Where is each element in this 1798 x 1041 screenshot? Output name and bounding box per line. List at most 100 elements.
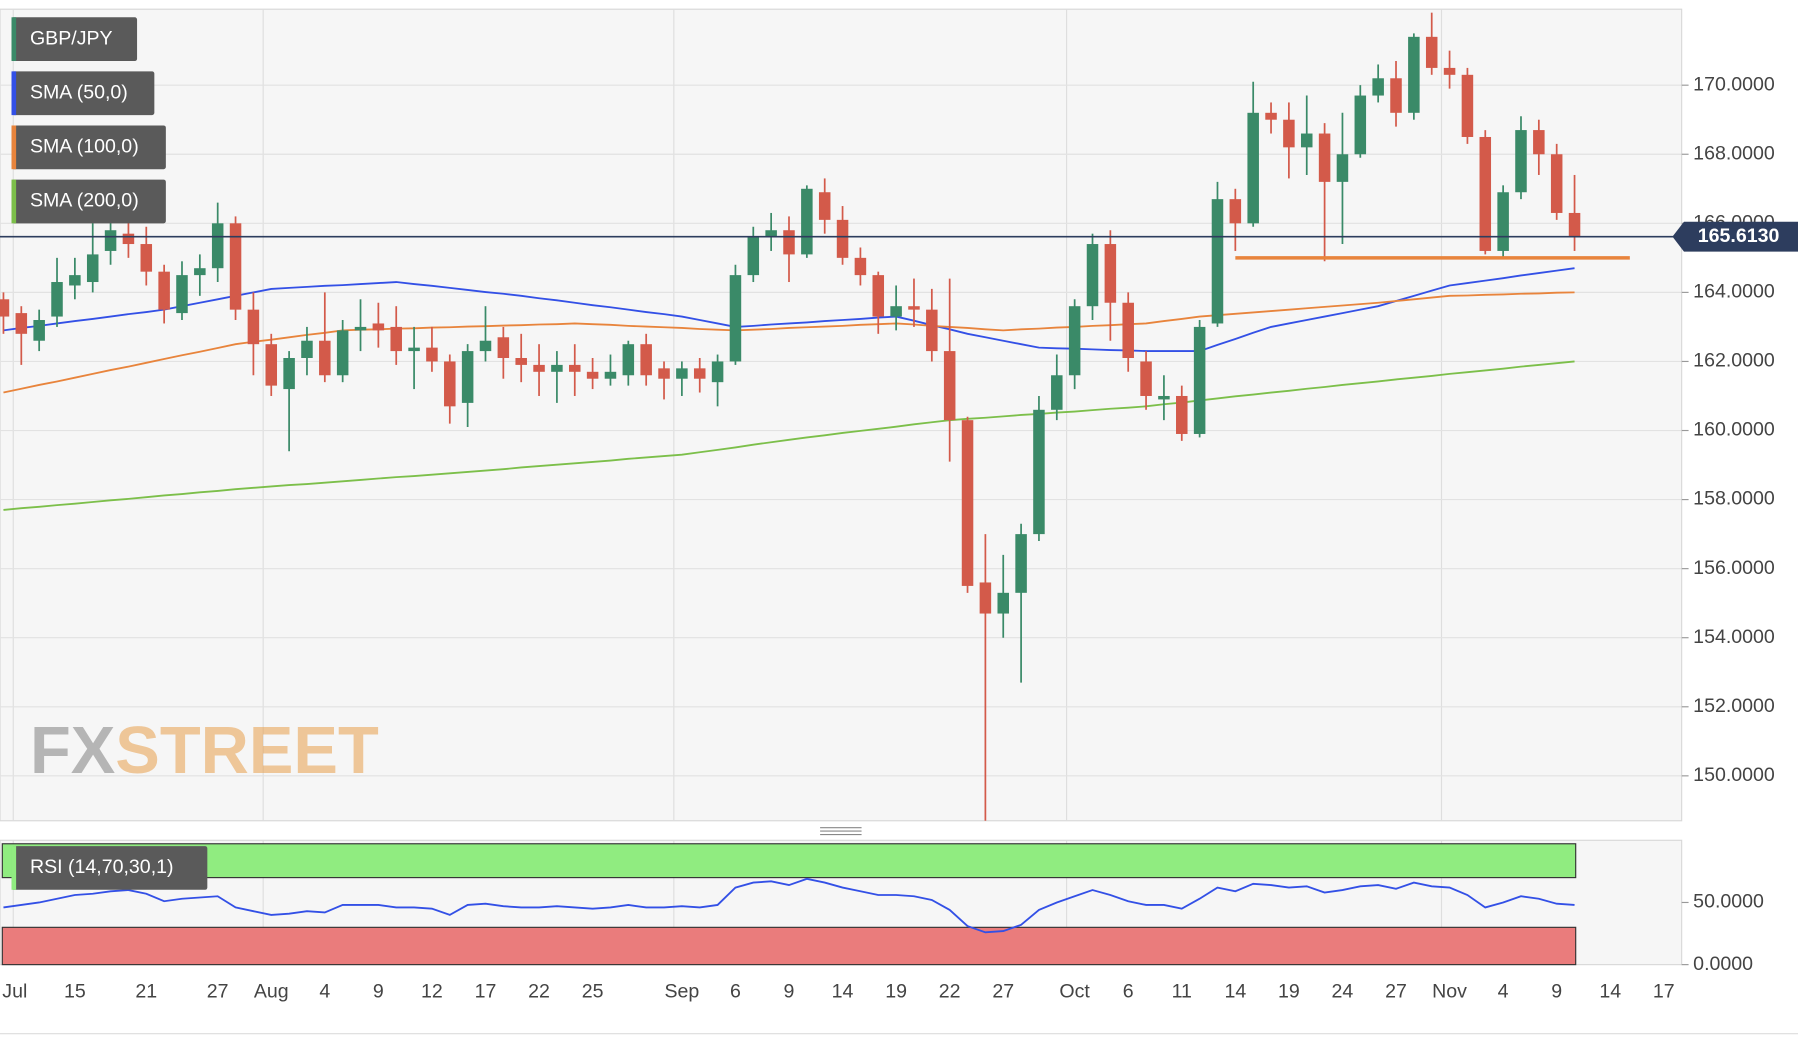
legend-box <box>11 846 208 890</box>
x-tick-label: 12 <box>421 980 443 1002</box>
candle-body <box>1104 244 1117 303</box>
candle-body <box>15 313 28 334</box>
y-tick-label: 154.0000 <box>1693 626 1775 648</box>
candle-body <box>229 223 242 310</box>
candle-body <box>211 223 224 269</box>
candle-body <box>1425 36 1438 68</box>
candle-body <box>1497 192 1509 251</box>
candle-body <box>640 344 652 376</box>
x-tick-label: 14 <box>832 980 854 1002</box>
sma-line <box>3 267 1575 353</box>
candle-body <box>33 320 45 341</box>
candle-body <box>247 309 260 345</box>
legend-label: RSI (14,70,30,1) <box>30 856 174 878</box>
candle-body <box>729 275 742 362</box>
legend-swatch <box>11 846 17 890</box>
x-tick-label: 21 <box>135 980 157 1002</box>
price-panel <box>0 8 1683 822</box>
x-tick-label: 22 <box>939 980 961 1002</box>
candle-body <box>1461 74 1474 137</box>
candle-body <box>801 188 813 255</box>
candle-body <box>1193 326 1206 434</box>
candle-body <box>1015 534 1027 593</box>
y-tick-label: 152.0000 <box>1693 695 1775 717</box>
x-tick-label: 11 <box>1172 980 1192 1002</box>
candle-body <box>1283 119 1295 148</box>
x-tick-label: 27 <box>1385 980 1407 1002</box>
splitter <box>820 827 862 836</box>
legend-box <box>11 125 166 170</box>
candle-body <box>1318 133 1331 182</box>
y-tick-label: 0.0000 <box>1693 953 1753 975</box>
x-tick-label: 17 <box>1653 980 1675 1002</box>
candle-body <box>354 326 367 331</box>
legend-swatch <box>11 71 17 116</box>
rsi-line <box>3 877 1575 934</box>
candle-body <box>818 192 831 220</box>
candle-body <box>1336 154 1349 182</box>
candle-body <box>1211 199 1224 324</box>
legend-label: SMA (100,0) <box>30 136 139 158</box>
candle-body <box>1533 130 1545 155</box>
candle-body <box>1568 212 1581 238</box>
overbought-band <box>1 843 1577 879</box>
x-tick-label: 4 <box>319 980 330 1002</box>
candle-body <box>551 364 563 372</box>
watermark-part: STREET <box>115 714 379 788</box>
candle-body <box>1408 36 1420 113</box>
candle-body <box>908 306 920 310</box>
legend-swatch <box>11 17 17 62</box>
legend-box <box>11 179 166 224</box>
x-tick-label: Oct <box>1059 980 1090 1002</box>
candle-body <box>1068 306 1081 376</box>
candle-body <box>926 309 938 352</box>
y-tick-label: 170.0000 <box>1693 73 1775 95</box>
candle-body <box>533 364 545 372</box>
x-tick-label: 6 <box>1123 980 1134 1002</box>
candle-body <box>890 306 902 317</box>
candle-body <box>194 268 206 276</box>
x-tick-label: 9 <box>1551 980 1562 1002</box>
candle-body <box>426 347 438 362</box>
candle-body <box>1550 154 1563 213</box>
candle-body <box>1086 244 1099 307</box>
candle-body <box>515 357 527 365</box>
x-tick-label: Aug <box>254 980 289 1002</box>
candle-body <box>1443 67 1456 75</box>
x-tick-label: Sep <box>664 980 699 1002</box>
legend-swatch <box>11 179 17 224</box>
x-tick-label: 24 <box>1332 980 1354 1002</box>
legend-box <box>11 17 138 62</box>
candle-body <box>765 230 777 238</box>
candle-body <box>676 368 688 379</box>
candle-body <box>747 237 760 276</box>
watermark: FXSTREET <box>30 714 379 788</box>
candle-body <box>586 371 599 379</box>
candle-body <box>301 340 313 358</box>
x-tick-label: 27 <box>992 980 1014 1002</box>
candle-body <box>1033 409 1045 535</box>
candle-body <box>69 275 81 286</box>
candle-body <box>1479 136 1492 251</box>
candle-body <box>1515 130 1527 193</box>
candle-body <box>1265 112 1277 120</box>
candle-body <box>1247 112 1259 224</box>
y-tick-label: 156.0000 <box>1693 557 1775 579</box>
candle-body <box>390 326 402 352</box>
candle-body <box>622 344 635 376</box>
sma-line <box>3 360 1575 511</box>
candle-body <box>658 368 670 379</box>
y-tick-label: 158.0000 <box>1693 488 1775 510</box>
candle-body <box>51 282 63 317</box>
x-tick-label: 9 <box>373 980 384 1002</box>
candle-body <box>997 592 1009 614</box>
candle-body <box>1229 199 1242 224</box>
candle-body <box>86 254 99 283</box>
last-price-label: 165.6130 <box>1698 225 1780 247</box>
x-tick-label: 22 <box>528 980 550 1002</box>
candle-body <box>265 344 278 386</box>
candle-body <box>1300 133 1313 148</box>
x-tick-label: 9 <box>784 980 795 1002</box>
candle-body <box>497 337 510 358</box>
y-tick-label: 164.0000 <box>1693 281 1775 303</box>
